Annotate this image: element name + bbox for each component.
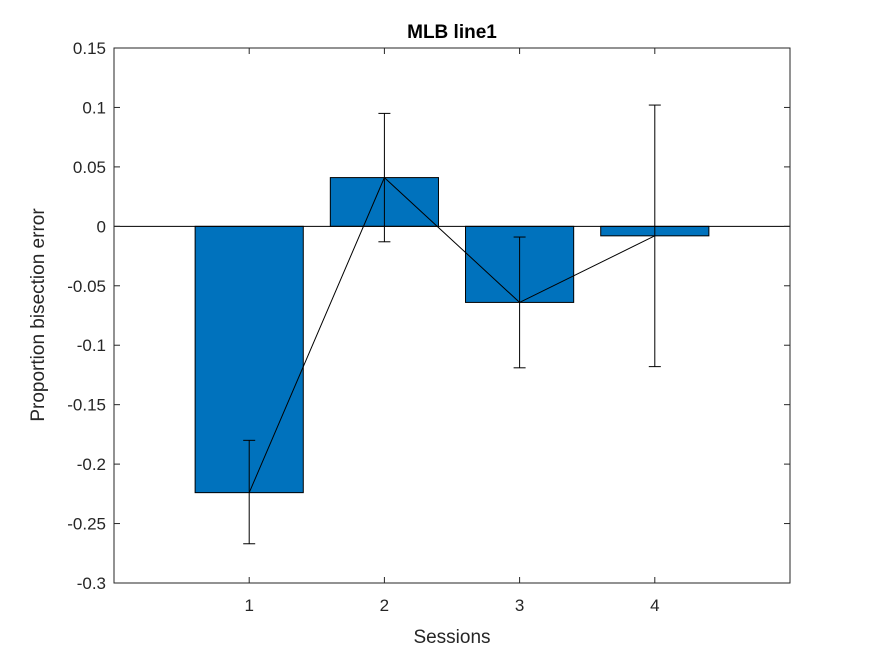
- y-tick-label: -0.15: [67, 396, 106, 415]
- y-tick-label: 0.1: [82, 98, 106, 117]
- mean-line: [248, 176, 656, 493]
- y-tick-label: -0.3: [77, 574, 106, 593]
- x-tick-label: 1: [244, 596, 253, 615]
- axes-box: [113, 47, 791, 584]
- y-tick-label: 0.15: [73, 39, 106, 58]
- y-tick-label: -0.1: [77, 336, 106, 355]
- x-tick-label: 4: [650, 596, 659, 615]
- y-tick-label: 0: [97, 217, 106, 236]
- x-tick-label: 2: [380, 596, 389, 615]
- plot-area: -0.3 -0.25 -0.2 -0.15 -0.1 -0.05 0 0.05 0.1 0.15 1…: [67, 39, 791, 615]
- y-axis-label: Proportion bisection error: [28, 208, 49, 422]
- y-tick-label: -0.25: [67, 515, 106, 534]
- chart-title: MLB line1: [407, 22, 497, 43]
- y-tick-label: -0.2: [77, 455, 106, 474]
- y-tick-label: 0.05: [73, 158, 106, 177]
- x-tick-label: 3: [515, 596, 524, 615]
- x-axis-label: Sessions: [413, 627, 490, 648]
- y-tick-label: -0.05: [67, 277, 106, 296]
